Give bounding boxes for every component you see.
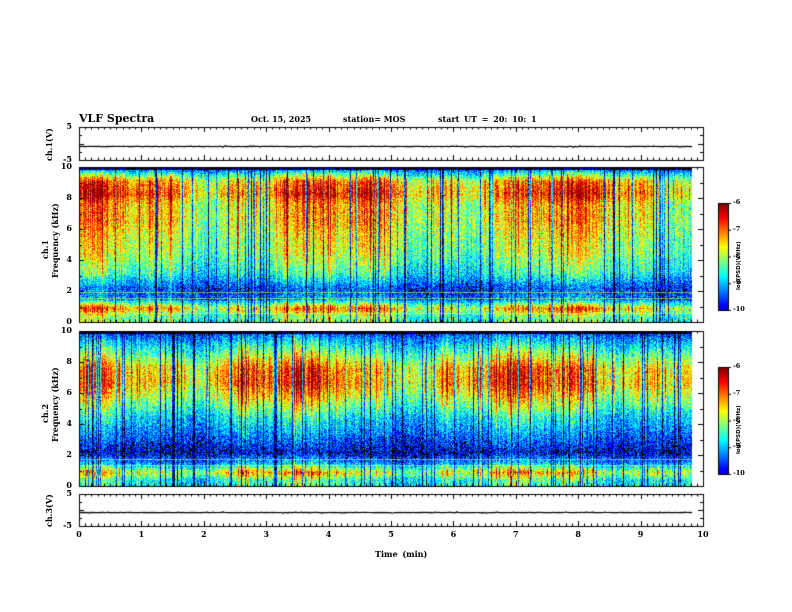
ylabel2-ch1-spectrogram: Frequency (kHz) [50, 202, 60, 278]
station-label: station= MOS [343, 114, 406, 124]
x-tick-label: 0 [76, 529, 82, 539]
figure-title: VLF Spectra [79, 112, 155, 125]
x-tick-label: 7 [513, 529, 519, 539]
x-axis-title: Time (min) [375, 549, 428, 559]
y-tick-label-panel2: 4 [66, 418, 72, 428]
colorbar-label-ch1: log(PSD)(V²/Hz) [736, 240, 742, 290]
x-tick-label: 9 [637, 529, 644, 539]
y-tick-label-panel1: 0 [66, 316, 72, 326]
colorbar-tick-ch1: -6 [733, 198, 741, 206]
ylabel2-ch2-spectrogram: Frequency (kHz) [50, 366, 60, 442]
colorbar-tick-ch2: -7 [733, 388, 741, 397]
y-tick-label-panel1: 6 [66, 223, 72, 233]
y-tick-label-panel2: 6 [66, 387, 72, 397]
colorbar-tick-ch1: -8 [733, 251, 741, 260]
y-tick-label-panel1: 2 [66, 285, 72, 295]
y-tick-label-panel1: 8 [66, 192, 72, 202]
colorbar-tick-ch2: -6 [733, 362, 741, 370]
colorbar-tick-ch1: -7 [733, 224, 741, 233]
colorbar-tick-ch2: -8 [733, 415, 741, 424]
y-tick-label-panel3: 5 [66, 488, 72, 498]
y-tick-label-panel1: 10 [60, 161, 72, 171]
x-tick-label: 2 [201, 529, 207, 539]
x-tick-label: 1 [138, 529, 145, 539]
y-tick-label-panel3: -5 [63, 520, 72, 530]
x-tick-label: 8 [575, 529, 581, 539]
y-tick-label-panel2: 0 [66, 480, 72, 490]
y-tick-label-panel2: 8 [66, 356, 72, 366]
ylabel-ch1-spectrogram: ch.1 [40, 239, 50, 259]
colorbar-tick-ch1: -9 [733, 278, 741, 287]
y-tick-label-panel2: 10 [60, 325, 72, 335]
x-tick-label: 6 [450, 529, 457, 539]
colorbar-tick-ch2: -9 [733, 442, 741, 451]
x-tick-label: 3 [263, 529, 269, 539]
x-tick-label: 10 [697, 529, 709, 539]
y-tick-label-panel2: 2 [66, 449, 72, 459]
ylabel-ch3-waveform: ch.3(V) [44, 494, 54, 527]
x-tick-label: 4 [325, 529, 332, 539]
ylabel-ch1-waveform: ch.1(V) [44, 127, 54, 161]
x-tick-label: 5 [388, 529, 394, 539]
ylabel-ch2-spectrogram: ch.2 [40, 403, 50, 423]
colorbar-label-ch2: log(PSD)(V²/Hz) [736, 404, 742, 454]
observation-date: Oct. 15, 2025 [251, 114, 312, 124]
start-time-label: start UT = 20: 10: 1 [438, 114, 537, 124]
y-tick-label-panel1: 4 [66, 254, 72, 264]
colorbar-tick-ch2: -10 [733, 469, 745, 477]
y-tick-label-panel0: 5 [66, 121, 72, 131]
colorbar-tick-ch1: -10 [733, 305, 745, 313]
y-tick-label-panel0: -5 [63, 154, 72, 164]
